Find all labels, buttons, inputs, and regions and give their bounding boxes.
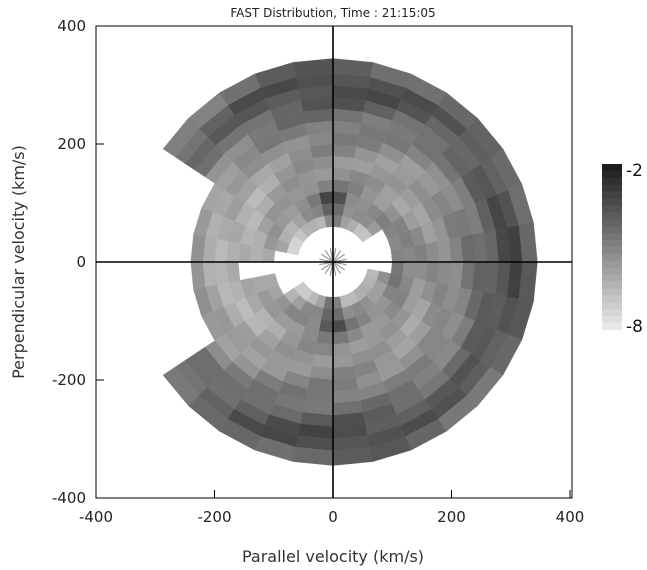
x-tick-label: 400 xyxy=(556,508,585,526)
colorbar xyxy=(602,164,622,331)
colorbar-max-label: -2 xyxy=(626,161,643,181)
colorbar-swatch xyxy=(602,170,622,179)
colorbar-swatch xyxy=(602,177,622,185)
colorbar-swatch xyxy=(602,205,622,213)
y-tick-label: -400 xyxy=(52,489,86,507)
distribution-cell xyxy=(237,243,252,263)
colorbar-swatch xyxy=(602,212,622,220)
distribution-cell xyxy=(316,331,334,345)
x-ticks: -400 -200 0 200 400 xyxy=(79,490,584,526)
distribution-cell xyxy=(402,245,417,263)
colorbar-swatch xyxy=(602,274,622,282)
distribution-cell xyxy=(332,354,355,369)
colorbar-swatch xyxy=(602,267,622,275)
distribution-cell xyxy=(332,342,352,357)
colorbar-swatch xyxy=(602,198,622,206)
colorbar-swatch xyxy=(602,233,622,241)
distribution-cells xyxy=(162,58,538,466)
x-tick-label: 0 xyxy=(328,508,338,526)
distribution-cell xyxy=(332,167,352,182)
distribution-cell xyxy=(332,190,348,205)
colorbar-min-label: -8 xyxy=(626,317,643,337)
distribution-cell xyxy=(414,261,429,281)
distribution-cell xyxy=(162,117,200,158)
y-tick-label: 400 xyxy=(57,17,86,35)
colorbar-swatch xyxy=(602,260,622,268)
colorbar-swatch xyxy=(602,281,622,289)
distribution-cell xyxy=(190,234,206,263)
distribution-cell xyxy=(311,155,334,170)
distribution-cell xyxy=(414,243,429,263)
distribution-cell xyxy=(390,261,405,277)
distribution-cell xyxy=(318,319,334,334)
y-tick-label: -200 xyxy=(52,371,86,389)
distribution-cell xyxy=(425,241,440,263)
colorbar-swatch xyxy=(602,288,622,296)
distribution-cell xyxy=(249,245,264,263)
distribution-cell xyxy=(332,331,350,345)
distribution-cell xyxy=(314,342,334,357)
colorbar-swatch xyxy=(602,302,622,310)
distribution-cell xyxy=(332,179,350,193)
distribution-cell xyxy=(314,167,334,182)
colorbar-swatch xyxy=(602,295,622,303)
colorbar-swatch xyxy=(602,253,622,262)
colorbar-swatch xyxy=(602,226,622,234)
distribution-cell xyxy=(226,261,241,283)
chart-title: FAST Distribution, Time : 21:15:05 xyxy=(230,6,435,20)
colorbar-swatch xyxy=(602,309,622,317)
y-tick-label: 0 xyxy=(76,253,86,271)
distribution-cell xyxy=(425,261,440,283)
x-axis-label: Parallel velocity (km/s) xyxy=(242,547,424,566)
x-tick-label: -400 xyxy=(79,508,113,526)
colorbar-swatch xyxy=(602,219,622,227)
x-tick-label: 200 xyxy=(437,508,466,526)
y-axis-label: Perpendicular velocity (km/s) xyxy=(9,145,28,379)
colorbar-swatch xyxy=(602,164,622,172)
colorbar-swatch xyxy=(602,247,622,255)
colorbar-swatch xyxy=(602,240,622,248)
distribution-cell xyxy=(402,261,417,279)
distribution-cell xyxy=(316,179,334,193)
y-tick-label: 200 xyxy=(57,135,86,153)
y-ticks: -400 -200 0 200 400 xyxy=(52,17,104,507)
colorbar-swatch xyxy=(602,323,622,331)
x-tick-label: -200 xyxy=(197,508,231,526)
distribution-cell xyxy=(261,247,276,263)
distribution-cell xyxy=(226,241,241,263)
distribution-cell xyxy=(190,261,206,290)
colorbar-swatch xyxy=(602,191,622,199)
distribution-cell xyxy=(332,155,355,170)
colorbar-swatch xyxy=(602,184,622,192)
colorbar-swatch xyxy=(602,316,622,324)
distribution-cell xyxy=(311,354,334,369)
